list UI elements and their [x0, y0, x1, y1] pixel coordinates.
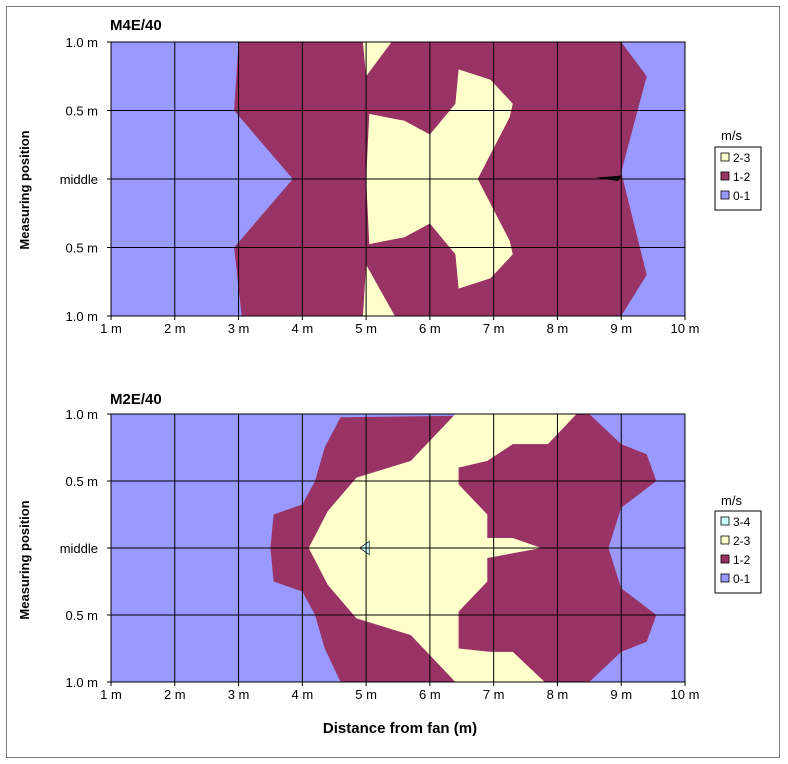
- chart-2-y-ticks: 1.0 m 0.5 m middle 0.5 m 1.0 m: [60, 407, 98, 690]
- chart-2-legend: m/s 3-4 2-3 1-2 0-1: [714, 493, 762, 594]
- legend-entry: 2-3: [733, 151, 751, 165]
- chart-1-y-ticks: 1.0 m 0.5 m middle 0.5 m 1.0 m: [60, 35, 98, 324]
- chart-2-grid: [107, 413, 686, 686]
- x-tick-label: 3 m: [228, 321, 250, 336]
- x-tick-label: 4 m: [291, 321, 313, 336]
- x-tick-label: 1 m: [100, 687, 122, 702]
- x-tick-label: 9 m: [610, 321, 632, 336]
- x-tick-label: 2 m: [164, 321, 186, 336]
- chart-1-title: M4E/40: [110, 17, 162, 34]
- region-sliver: [595, 175, 622, 182]
- chart-2-title: M2E/40: [110, 391, 162, 408]
- y-tick-label: middle: [60, 541, 98, 556]
- legend-entry: 3-4: [733, 515, 751, 529]
- x-tick-label: 9 m: [610, 687, 632, 702]
- chart-1-y-axis-label: Measuring position: [17, 130, 32, 249]
- legend-entry: 0-1: [733, 189, 751, 203]
- x-tick-label: 5 m: [355, 321, 377, 336]
- legend-entry: 0-1: [733, 572, 751, 586]
- legend-swatch: [720, 535, 730, 545]
- chart-1-grid: [107, 41, 686, 320]
- legend-entry: 1-2: [733, 170, 751, 184]
- x-tick-label: 7 m: [483, 321, 505, 336]
- chart-1-legend-title: m/s: [721, 128, 742, 143]
- x-tick-label: 1 m: [100, 321, 122, 336]
- legend-swatch: [720, 554, 730, 564]
- legend-entry: 2-3: [733, 534, 751, 548]
- y-tick-label: 1.0 m: [65, 675, 98, 690]
- y-tick-label: 1.0 m: [65, 35, 98, 50]
- x-tick-label: 5 m: [355, 687, 377, 702]
- legend-swatch: [720, 152, 730, 162]
- legend-swatch: [720, 171, 730, 181]
- x-tick-label: 8 m: [547, 687, 569, 702]
- y-tick-label: 0.5 m: [65, 474, 98, 489]
- chart-2: M2E/40 1.0 m 0.5 m middle 0.5 m 1.0 m 1 m 2 m…: [17, 391, 762, 702]
- y-tick-label: 0.5 m: [65, 608, 98, 623]
- y-tick-label: 0.5 m: [65, 241, 98, 256]
- x-tick-label: 3 m: [228, 687, 250, 702]
- x-tick-label: 8 m: [547, 321, 569, 336]
- legend-swatch: [720, 190, 730, 200]
- chart-2-y-axis-label: Measuring position: [17, 500, 32, 619]
- chart-2-x-ticks: 1 m 2 m 3 m 4 m 5 m 6 m 7 m 8 m 9 m 10 m: [100, 687, 699, 702]
- x-tick-label: 10 m: [671, 321, 700, 336]
- y-tick-label: 1.0 m: [65, 309, 98, 324]
- x-tick-label: 6 m: [419, 321, 441, 336]
- region-2-3-top: [362, 42, 392, 77]
- x-tick-label: 4 m: [291, 687, 313, 702]
- region-2-3-bottom: [362, 264, 395, 316]
- y-tick-label: 1.0 m: [65, 407, 98, 422]
- chart-2-legend-title: m/s: [721, 493, 742, 508]
- x-tick-label: 10 m: [671, 687, 700, 702]
- x-tick-label: 7 m: [483, 687, 505, 702]
- x-axis-label: Distance from fan (m): [323, 720, 477, 737]
- legend-swatch: [720, 516, 730, 526]
- x-tick-label: 2 m: [164, 687, 186, 702]
- legend-swatch: [720, 573, 730, 583]
- chart-1-x-ticks: 1 m 2 m 3 m 4 m 5 m 6 m 7 m 8 m 9 m 10 m: [100, 321, 699, 336]
- x-tick-label: 6 m: [419, 687, 441, 702]
- chart-1: M4E/40 1.0 m 0.5 m middle 0.5 m 1.0 m 1 m 2 m…: [17, 17, 762, 336]
- plot-border: [110, 413, 686, 683]
- y-tick-label: 0.5 m: [65, 104, 98, 119]
- legend-entry: 1-2: [733, 553, 751, 567]
- y-tick-label: middle: [60, 172, 98, 187]
- chart-1-legend: m/s 2-3 1-2 0-1: [714, 128, 762, 211]
- plot-border: [110, 41, 686, 317]
